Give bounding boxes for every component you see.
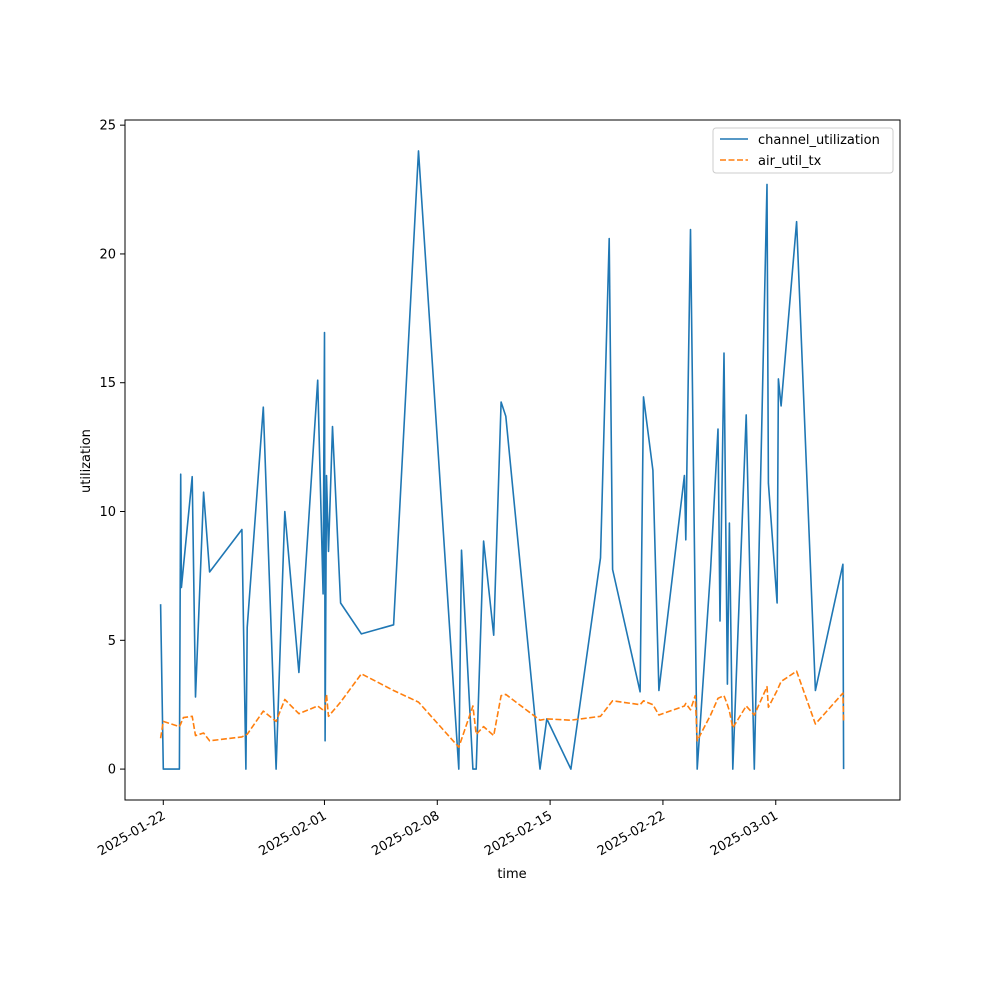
series-line-channel-utilization (159, 150, 845, 770)
y-tick-label: 0 (108, 763, 116, 778)
y-tick-label: 25 (99, 119, 116, 134)
y-axis-label: utilization (79, 429, 94, 493)
y-tick-label: 10 (99, 505, 116, 520)
y-tick-label: 5 (108, 634, 116, 649)
series-layer (159, 150, 845, 770)
legend-label-channel-utilization: channel_utilization (758, 133, 880, 148)
x-axis-label: time (497, 867, 526, 882)
plot-frame (124, 119, 901, 801)
legend-label-air-util-tx: air_util_tx (758, 154, 822, 169)
series-line-air-util-tx (159, 670, 845, 749)
legend-box (712, 127, 894, 174)
y-axis: 0 5 10 15 20 25 (99, 119, 125, 778)
y-tick-label: 20 (99, 247, 116, 262)
y-tick-label: 15 (99, 376, 116, 391)
legend: channel_utilization air_util_tx (712, 127, 894, 174)
